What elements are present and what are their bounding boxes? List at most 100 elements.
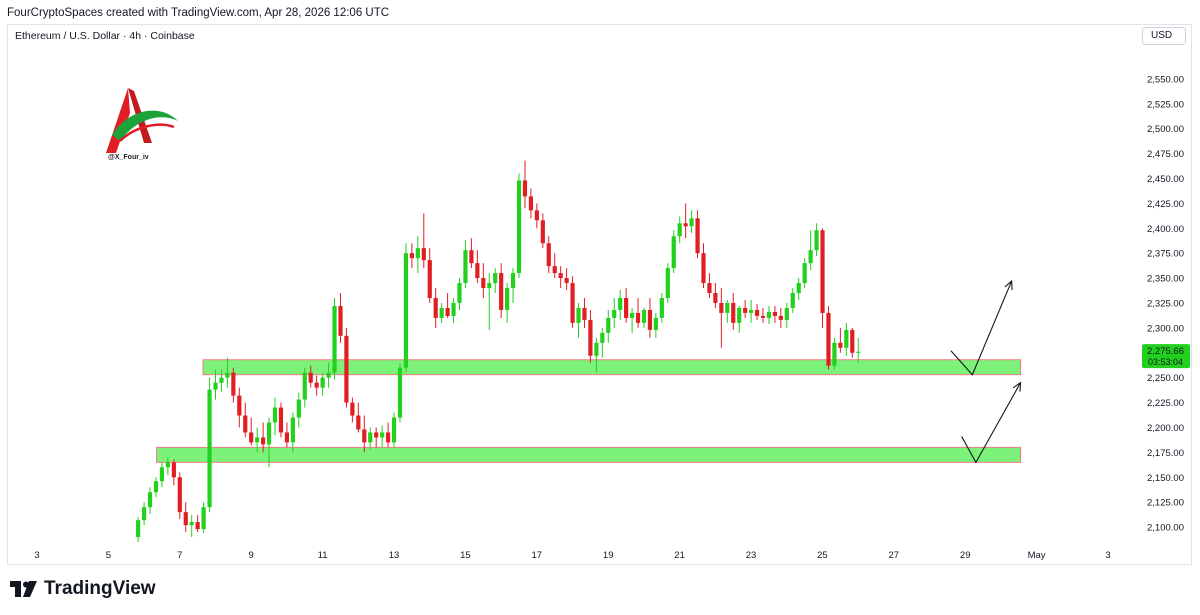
y-tick-label: 2,375.00 (1147, 249, 1184, 260)
candle (439, 302, 444, 323)
candle-body (141, 507, 147, 521)
candle-body (570, 283, 575, 323)
price-chart[interactable]: 2,550.00 2,525.00 2,500.00 2,475.00 2,450.00… (8, 25, 1193, 566)
y-tick-label: 2,550.00 (1147, 74, 1184, 85)
candle (141, 502, 147, 526)
candle-body (760, 315, 766, 318)
candle (528, 188, 534, 219)
candle (225, 357, 230, 388)
candle-body (784, 307, 789, 320)
candle (772, 305, 778, 323)
candle-body (582, 307, 587, 320)
candle-body (195, 522, 200, 530)
candle (397, 362, 403, 423)
candle-body (409, 253, 414, 259)
projection-path (961, 382, 1022, 464)
candle (564, 268, 569, 291)
candle-body (713, 293, 718, 303)
candle-body (600, 332, 605, 343)
candle (510, 268, 516, 303)
candle (415, 236, 420, 274)
candle (856, 337, 861, 363)
candle-body (356, 415, 361, 430)
candle-body (618, 297, 623, 310)
candle-body (522, 180, 528, 197)
candle (469, 238, 474, 269)
candle-body (588, 319, 593, 356)
candle (719, 288, 724, 348)
candle-body (737, 307, 742, 323)
candle-body (772, 311, 778, 316)
candle-body (136, 520, 141, 538)
candle (195, 515, 200, 533)
candle-body (487, 283, 492, 289)
candle (802, 258, 807, 289)
currency-selector[interactable]: USD (1142, 27, 1186, 45)
candle (790, 288, 795, 313)
candle-body (427, 260, 432, 298)
candle (380, 425, 385, 448)
y-tick-label: 2,350.00 (1147, 274, 1184, 285)
candle-body (326, 372, 331, 378)
candle-body (606, 317, 611, 333)
candle (231, 367, 236, 403)
candle-body (475, 263, 480, 279)
symbol-title[interactable]: Ethereum / U.S. Dollar · 4h · Coinbase (15, 30, 195, 42)
tradingview-logo[interactable]: TradingView (10, 578, 156, 600)
candle (671, 230, 676, 274)
candle (255, 427, 260, 453)
candle-body (683, 223, 688, 227)
y-tick-label: 2,225.00 (1147, 398, 1184, 409)
candle-body (320, 377, 325, 388)
candle-body (725, 302, 730, 313)
candle-body (850, 329, 855, 353)
candle-body (826, 312, 831, 366)
candle-body (832, 342, 837, 366)
candle (838, 327, 843, 353)
y-tick-label: 2,100.00 (1147, 523, 1184, 534)
candle (183, 502, 188, 533)
candle-body (641, 309, 647, 323)
candle-body (207, 389, 212, 508)
candle-body (284, 432, 290, 443)
candle (481, 263, 486, 298)
y-tick-label: 2,300.00 (1147, 323, 1184, 334)
logo-watermark (106, 88, 178, 153)
candle-body (689, 218, 694, 227)
candle-body (576, 307, 581, 323)
y-tick-label: 2,525.00 (1147, 99, 1184, 110)
candle-body (499, 273, 504, 310)
candle-body (314, 382, 319, 388)
candle-body (629, 312, 635, 318)
candle-body (350, 402, 355, 416)
candle (844, 322, 849, 356)
candle-body (159, 467, 165, 482)
candle-body (397, 367, 403, 418)
x-axis-ticks: 3 5 7 9 11 13 15 17 19 21 23 25 27 29 May 3 (34, 550, 1110, 561)
candle-body (534, 210, 539, 221)
x-tick-label: 21 (674, 550, 685, 561)
candle-body (308, 372, 313, 383)
candle (749, 299, 754, 323)
attribution-text: FourCryptoSpaces created with TradingVie… (7, 7, 390, 19)
candle (683, 203, 688, 239)
candle (826, 305, 831, 370)
candle-body (403, 253, 409, 368)
tradingview-wordmark: TradingView (44, 578, 156, 599)
candle (635, 297, 641, 328)
candle (284, 422, 290, 448)
candle-body (731, 302, 736, 323)
candle (796, 278, 801, 300)
candle (546, 236, 551, 274)
candle-body (278, 407, 284, 433)
candle (451, 297, 456, 323)
candle (850, 327, 855, 358)
candle-body (225, 372, 230, 378)
chart-panel[interactable]: 2,550.00 2,525.00 2,500.00 2,475.00 2,450.00… (7, 24, 1192, 565)
candle (784, 302, 789, 328)
candle-body (778, 315, 783, 320)
candle-body (445, 307, 450, 316)
price-tag-value: 2,275.66 (1147, 346, 1184, 357)
candle-body (856, 351, 861, 353)
candle-body (635, 312, 641, 323)
